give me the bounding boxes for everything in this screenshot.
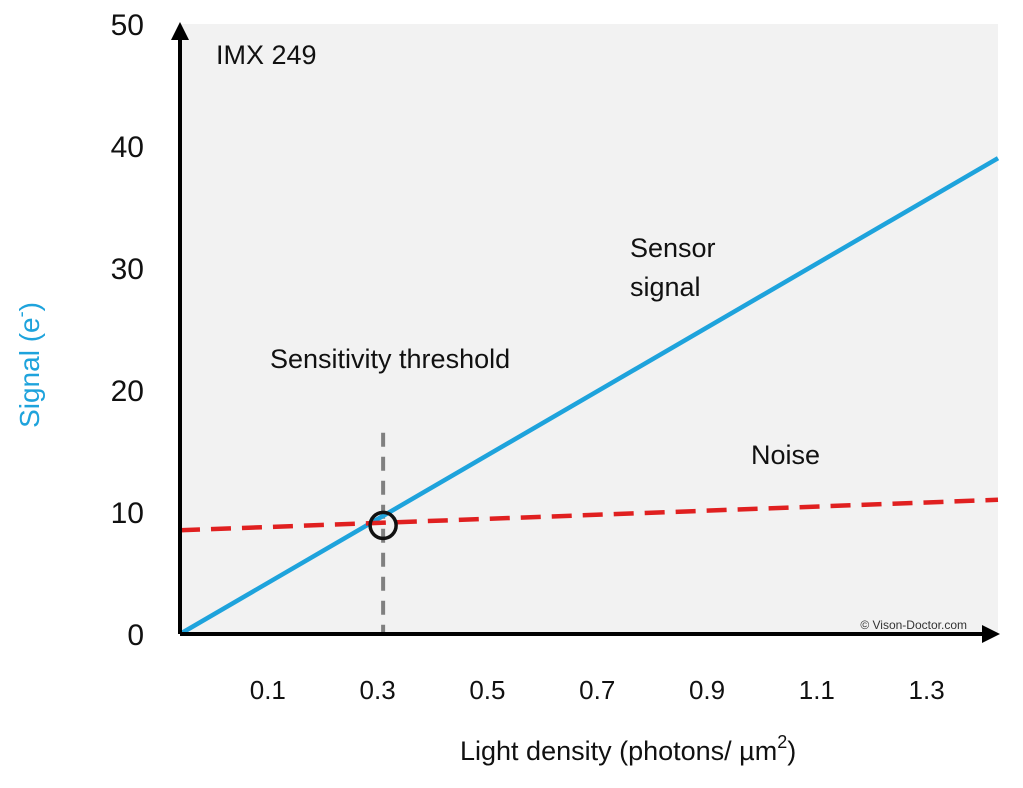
sensor-name-label: IMX 249 — [216, 40, 317, 70]
y-tick-label: 30 — [111, 253, 144, 286]
sensor-signal-line — [178, 156, 1000, 636]
signal-series-label-line2: signal — [630, 272, 701, 302]
x-axis-label-tail: ) — [787, 736, 796, 766]
noise-series-label: Noise — [751, 440, 820, 470]
x-tick-label: 0.1 — [250, 675, 286, 705]
x-tick-label: 0.9 — [689, 675, 725, 705]
y-tick-label: 20 — [111, 375, 144, 408]
chart-axes: 0 10 20 30 40 50 0.1 0.3 0.5 0.7 0.9 1.1 1.3 — [111, 9, 1000, 705]
y-axis-arrow — [171, 22, 189, 40]
x-axis-label-main: Light density (photons/ µm — [460, 736, 777, 766]
x-tick-label: 0.7 — [579, 675, 615, 705]
signal-series-label-line1: Sensor — [630, 233, 716, 263]
threshold-marker — [368, 510, 398, 541]
y-axis-label: Signal (e-) — [11, 302, 45, 428]
copyright-label: © Vison-Doctor.com — [860, 618, 967, 632]
y-axis-label-main: Signal (e — [14, 317, 45, 428]
x-tick-label: 1.3 — [909, 675, 945, 705]
x-axis-arrow — [982, 625, 1000, 643]
x-tick-label: 1.1 — [799, 675, 835, 705]
x-axis-label: Light density (photons/ µm2) — [460, 732, 796, 766]
chart-labels: IMX 249 Sensitivity threshold Sensor sig… — [11, 40, 967, 766]
plot-background — [180, 24, 998, 634]
noise-line — [179, 497, 999, 533]
y-axis-label-tail: ) — [14, 302, 45, 311]
y-axis-label-superscript: - — [11, 311, 31, 317]
y-tick-label: 40 — [111, 131, 144, 164]
chart-marks — [178, 156, 1000, 636]
y-tick-label: 50 — [111, 9, 144, 42]
y-tick-label: 10 — [111, 497, 144, 530]
x-tick-label: 0.5 — [469, 675, 505, 705]
x-tick-label: 0.3 — [360, 675, 396, 705]
y-tick-label: 0 — [127, 619, 144, 652]
threshold-label: Sensitivity threshold — [270, 344, 510, 374]
x-axis-label-superscript: 2 — [777, 732, 787, 752]
